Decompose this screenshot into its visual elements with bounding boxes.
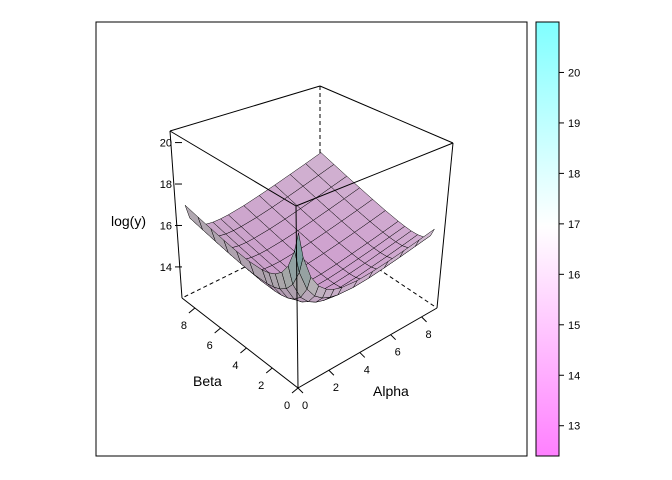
y-tick: [240, 347, 247, 354]
x-tick-label: 0: [302, 400, 308, 412]
colorkey-tick-label: 18: [568, 168, 580, 180]
x-tick: [421, 316, 427, 323]
box-left-vertical-edge: [169, 130, 183, 299]
y-tick-label: 8: [181, 320, 187, 332]
y-tick: [188, 307, 196, 314]
colorkey-tick-label: 15: [568, 320, 580, 332]
z-tick-label: 18: [160, 179, 172, 191]
y-tick: [214, 327, 221, 334]
y-tick-label: 0: [284, 400, 290, 412]
x-tick-label: 6: [395, 347, 401, 359]
surface-facet: [184, 205, 203, 230]
box-hidden-back-left-edge: [181, 229, 321, 299]
z-tick-label: 16: [160, 220, 172, 232]
box-bottom-front-right-edge: [297, 307, 438, 389]
colorkey-tick-label: 16: [568, 269, 580, 281]
x-tick: [297, 387, 304, 394]
colorkey-tick-label: 20: [568, 67, 580, 79]
y-tick-label: 4: [232, 360, 238, 372]
colorkey: 13 14 15 16 17 18 19 20: [559, 67, 580, 433]
box-top-edge-front-left: [169, 130, 297, 207]
axes: log(y) Beta Alpha 14 16 18 20 0 2 4 6 8 0 2 4 6 8: [111, 138, 432, 412]
x-tick-label: 4: [364, 364, 370, 376]
colorkey-tick-label: 19: [568, 118, 580, 130]
x-tick-label: 2: [333, 382, 339, 394]
box-bottom-front-left-edge: [181, 297, 299, 389]
box-top-edge-back-left: [169, 85, 321, 132]
panel-border: [95, 21, 528, 457]
x-tick: [390, 334, 397, 341]
y-axis-title: Beta: [193, 373, 222, 389]
y-tick-label: 6: [207, 340, 213, 352]
colorkey-tick-label: 17: [568, 219, 580, 231]
x-tick-label: 8: [425, 329, 431, 341]
z-tick-label: 14: [160, 262, 172, 274]
colorkey-tick-label: 14: [568, 370, 580, 382]
z-tick-label: 20: [160, 138, 172, 150]
box-top-edge-back-right: [319, 85, 454, 144]
box-visible-edges: [169, 85, 454, 389]
z-axis-title: log(y): [111, 213, 146, 229]
y-tick: [265, 367, 273, 374]
box-right-vertical-edge: [436, 142, 454, 309]
x-axis-title: Alpha: [373, 383, 409, 399]
y-tick: [291, 387, 299, 394]
colorkey-bar: [535, 21, 560, 457]
x-tick: [328, 369, 335, 376]
box-top-edge-front-right: [295, 142, 454, 207]
box-front-vertical-edge: [295, 205, 299, 389]
colorkey-tick-label: 13: [568, 421, 580, 433]
surface-mesh: [184, 152, 435, 303]
y-tick-label: 2: [258, 380, 264, 392]
x-tick: [359, 352, 366, 358]
